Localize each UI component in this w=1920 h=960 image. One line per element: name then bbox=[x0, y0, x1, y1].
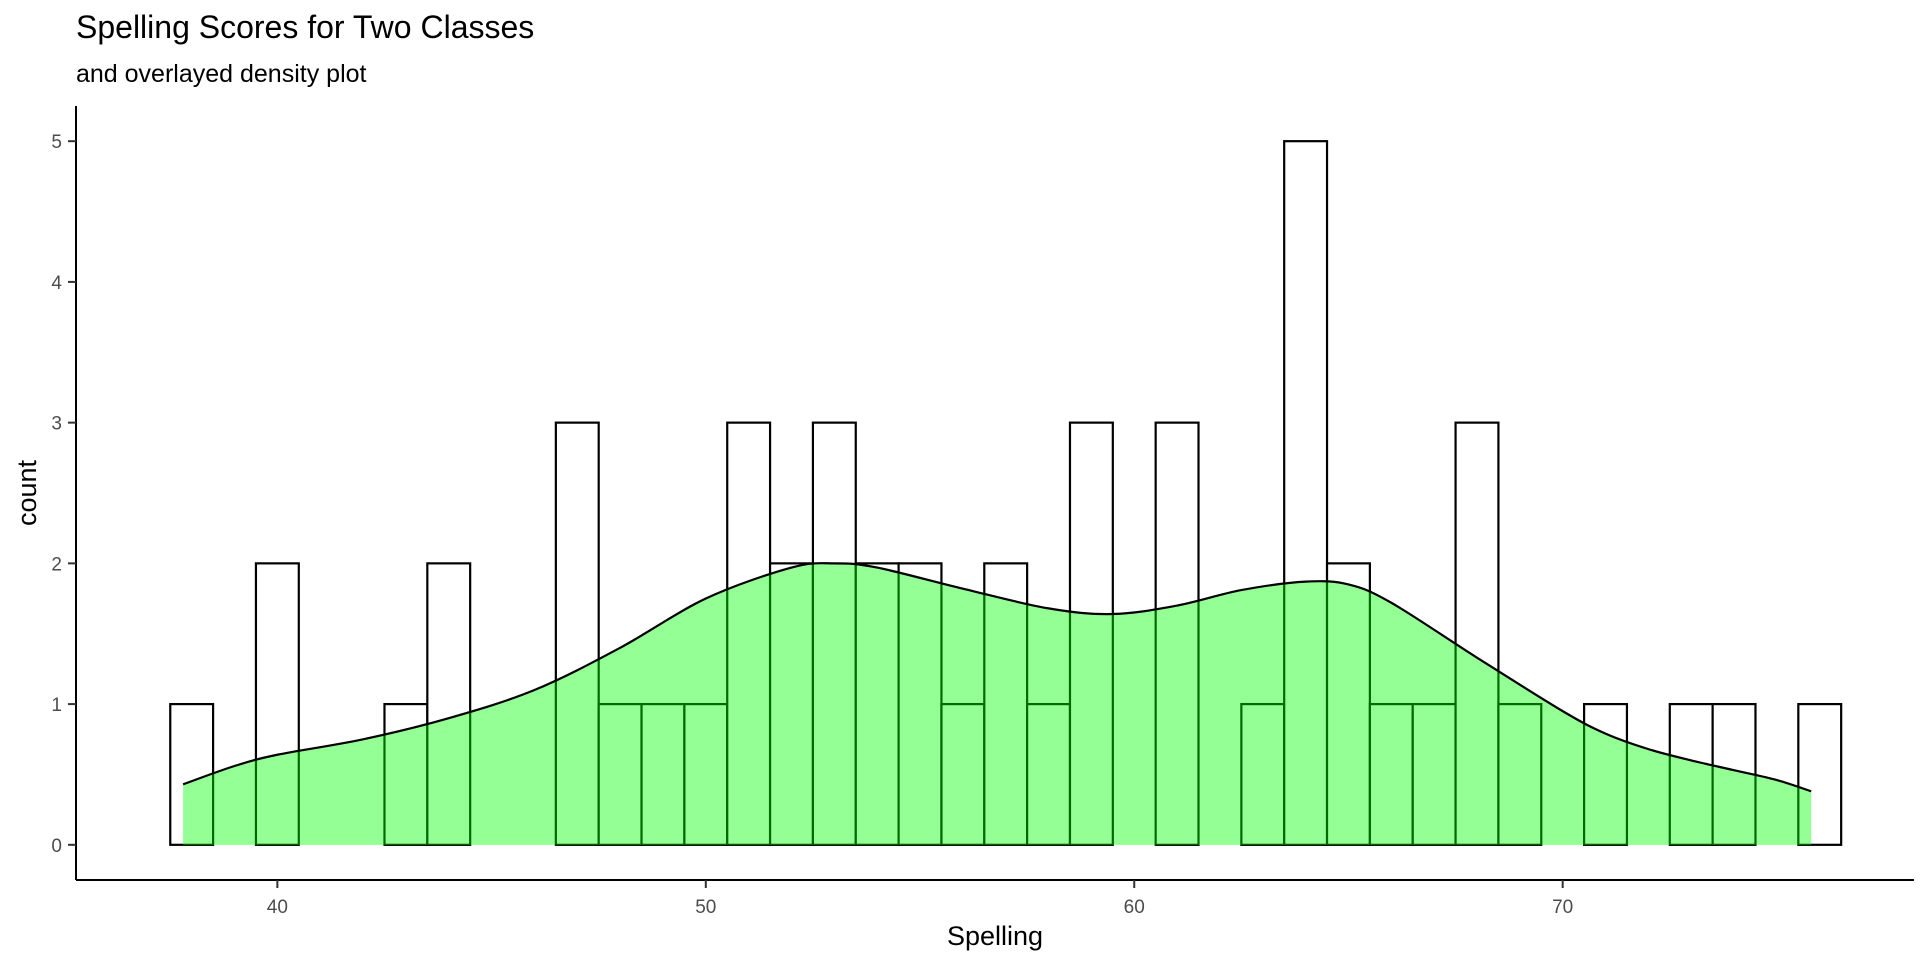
histogram-bar-69 bbox=[1497, 702, 1543, 846]
y-tick-label-5: 5 bbox=[51, 132, 62, 153]
histogram-bar-50 bbox=[683, 702, 729, 846]
y-tick-label-1: 1 bbox=[51, 695, 62, 716]
plot-area bbox=[169, 140, 1843, 846]
histogram-bar-65 bbox=[1325, 562, 1371, 846]
histogram-bar-64 bbox=[1283, 140, 1329, 846]
x-axis-label: Spelling bbox=[947, 921, 1043, 951]
histogram-bar-63 bbox=[1240, 702, 1286, 846]
histogram-bar-49 bbox=[640, 702, 686, 846]
histogram-bar-66 bbox=[1368, 702, 1414, 846]
histogram-bar-47 bbox=[554, 421, 600, 846]
x-tick-label-70: 70 bbox=[1552, 897, 1573, 918]
histogram-bar-51 bbox=[726, 421, 772, 846]
histogram-bar-59 bbox=[1068, 421, 1114, 846]
y-tick-label-4: 4 bbox=[51, 273, 62, 294]
histogram-bar-56 bbox=[940, 702, 986, 846]
chart-subtitle: and overlayed density plot bbox=[76, 60, 367, 88]
histogram-bar-76 bbox=[1797, 702, 1843, 846]
y-axis-label: count bbox=[12, 459, 42, 526]
histogram-bar-61 bbox=[1154, 421, 1200, 846]
histogram-bar-73 bbox=[1668, 702, 1714, 846]
density-area bbox=[183, 563, 1812, 845]
histogram-bar-44 bbox=[426, 562, 472, 846]
histogram-bar-67 bbox=[1411, 702, 1457, 846]
histogram-bar-40 bbox=[254, 562, 300, 846]
histogram-bar-52 bbox=[768, 562, 815, 846]
histogram-bar-58 bbox=[1026, 702, 1072, 846]
y-tick-label-2: 2 bbox=[51, 554, 62, 575]
chart-title: Spelling Scores for Two Classes bbox=[76, 9, 534, 45]
histogram-bar-54 bbox=[854, 562, 900, 846]
histogram-bar-55 bbox=[897, 562, 943, 846]
x-tick-label-60: 60 bbox=[1124, 897, 1145, 918]
histogram-bar-48 bbox=[597, 702, 643, 846]
x-tick-label-40: 40 bbox=[267, 897, 288, 918]
y-tick-label-3: 3 bbox=[51, 414, 62, 435]
y-tick-label-0: 0 bbox=[51, 836, 62, 857]
histogram-bar-68 bbox=[1454, 421, 1500, 846]
histogram-bar-43 bbox=[383, 702, 429, 846]
x-axis-ticks: 40 50 60 70 bbox=[267, 880, 1573, 918]
histogram-bar-38 bbox=[169, 702, 215, 846]
y-axis-ticks: 0 1 2 3 4 5 bbox=[51, 132, 76, 857]
density-line bbox=[182, 562, 1812, 793]
x-tick-label-50: 50 bbox=[695, 897, 716, 918]
